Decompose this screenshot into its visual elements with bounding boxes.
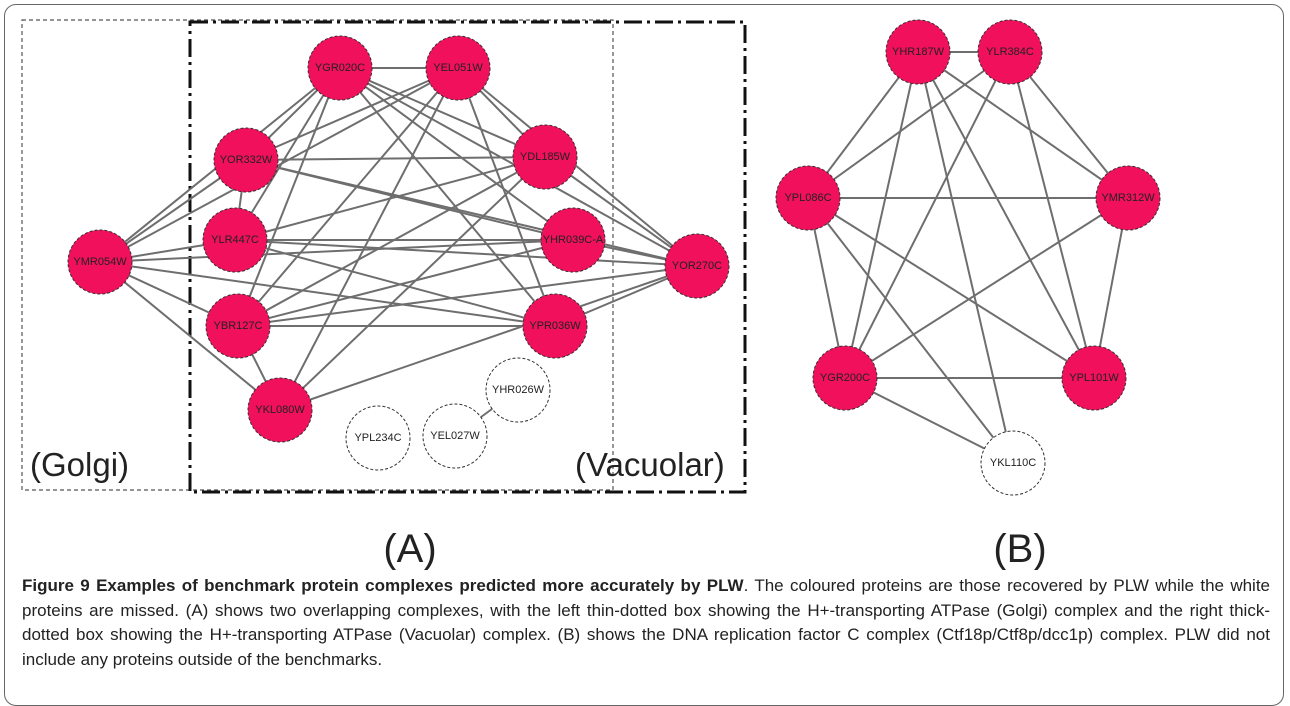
- protein-node: [980, 430, 1046, 496]
- edge: [245, 67, 459, 161]
- edge: [807, 51, 1011, 199]
- edge: [279, 265, 698, 411]
- node-label: YGR200C: [820, 372, 870, 384]
- node-label: YPL101W: [1069, 372, 1119, 384]
- edge: [917, 51, 1014, 464]
- node-label: YPR036W: [529, 320, 581, 332]
- edge: [339, 67, 556, 327]
- caption-text: . The coloured proteins are those recove…: [22, 576, 1271, 669]
- node-label: YKL080W: [255, 404, 305, 416]
- node-label: YKL110C: [990, 457, 1036, 469]
- node-label: YEL027W: [430, 430, 480, 442]
- edge: [234, 239, 556, 327]
- node-label: YGR020C: [315, 62, 365, 74]
- caption-title: Figure 9 Examples of benchmark protein c…: [22, 576, 744, 595]
- node-label: YOR270C: [672, 260, 722, 272]
- page: {"panel_a": {"label": "(A)", "box_labels…: [4, 4, 1284, 706]
- protein-node: [205, 293, 271, 359]
- protein-node: [67, 229, 133, 295]
- protein-node: [885, 19, 951, 85]
- protein-node: [1061, 345, 1127, 411]
- protein-node: [425, 35, 491, 101]
- node-label: YBR127C: [214, 320, 263, 332]
- protein-node: [213, 127, 279, 193]
- node-label: YHR187W: [892, 46, 945, 58]
- edge: [245, 159, 698, 267]
- protein-node: [522, 293, 588, 359]
- protein-node: [1095, 165, 1161, 231]
- edge: [237, 67, 459, 327]
- node-label: YEL051W: [433, 62, 483, 74]
- panel-label: (B): [993, 527, 1046, 570]
- panel-label: (A): [383, 527, 436, 570]
- protein-node: [775, 165, 841, 231]
- edge: [917, 51, 1129, 199]
- golgi-box: [21, 19, 614, 491]
- edge: [1009, 51, 1095, 379]
- edge: [457, 67, 698, 267]
- edge: [844, 51, 1011, 379]
- node-label: YMR312W: [1101, 192, 1155, 204]
- protein-node: [485, 357, 551, 423]
- edge: [234, 156, 546, 241]
- protein-node: [664, 233, 730, 299]
- node-label: YOR332W: [220, 154, 273, 166]
- node-label: YHR026W: [492, 384, 545, 396]
- box-label: (Vacuolar): [575, 446, 725, 483]
- protein-node: [307, 35, 373, 101]
- edge: [844, 197, 1129, 379]
- node-label: YPL234C: [354, 432, 401, 444]
- node-label: YLR447C: [211, 234, 259, 246]
- edge: [339, 67, 546, 158]
- edge: [99, 67, 459, 263]
- caption: Figure 9 Examples of benchmark protein c…: [22, 574, 1270, 672]
- box-label: (Golgi): [30, 446, 129, 483]
- protein-node: [345, 405, 411, 471]
- edge: [457, 67, 556, 327]
- edge: [99, 261, 556, 327]
- figure: YGR020C YEL051W YOR332W YDL185W YLR447C YHR03…: [21, 19, 1161, 570]
- edge: [917, 51, 1095, 379]
- edge: [807, 197, 1095, 379]
- edge: [237, 239, 574, 327]
- edge: [234, 67, 341, 241]
- protein-node: [202, 207, 268, 273]
- node-label: YPL086C: [784, 192, 831, 204]
- edge: [339, 67, 574, 241]
- protein-node: [977, 19, 1043, 85]
- protein-node: [812, 345, 878, 411]
- edge: [279, 156, 546, 411]
- protein-node: [512, 124, 578, 190]
- edge: [237, 265, 698, 327]
- node-label: YDL185W: [520, 151, 571, 163]
- edge: [844, 51, 919, 379]
- edge: [99, 261, 281, 411]
- edge: [234, 239, 698, 267]
- protein-node: [422, 403, 488, 469]
- edge: [237, 156, 546, 327]
- node-label: YHR039C-A: [543, 234, 604, 246]
- edge: [99, 239, 574, 263]
- protein-node: [247, 377, 313, 443]
- protein-node: [540, 207, 606, 273]
- node-label: YMR054W: [73, 256, 127, 268]
- edge: [245, 156, 546, 161]
- edge: [237, 67, 341, 327]
- edge: [807, 197, 1014, 464]
- node-label: YLR384C: [986, 46, 1034, 58]
